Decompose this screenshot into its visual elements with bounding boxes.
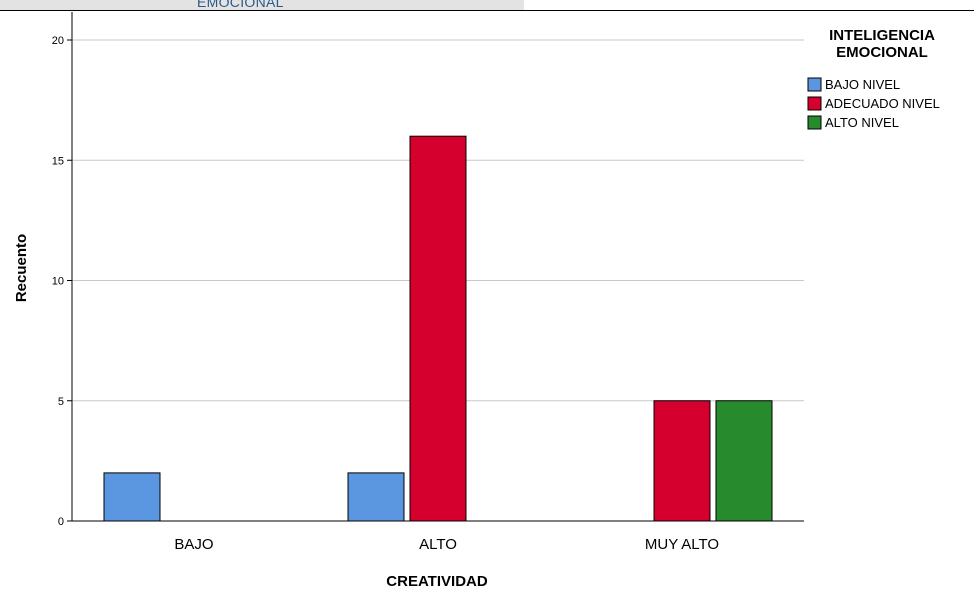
legend-swatch [807, 96, 822, 111]
y-axis-title: Recuento [13, 234, 30, 302]
x-tick-label: ALTO [419, 536, 457, 553]
legend: BAJO NIVEL ADECUADO NIVEL ALTO NIVEL [807, 77, 940, 130]
legend-title-line1: INTELIGENCIA [829, 27, 935, 44]
x-tick-labels: BAJO ALTO MUY ALTO [174, 536, 719, 553]
y-tick-labels: 0 5 10 15 20 [52, 35, 72, 528]
legend-swatch [807, 77, 822, 92]
legend-label: BAJO NIVEL [825, 77, 900, 92]
bar-alto-adecuado-nivel [409, 135, 467, 522]
x-tick-label: BAJO [174, 536, 213, 553]
x-tick-label: MUY ALTO [645, 536, 719, 553]
bar-muy-alto-adecuado-nivel [653, 400, 711, 522]
legend-label: ADECUADO NIVEL [825, 96, 940, 111]
y-tick-label: 5 [58, 396, 64, 408]
y-tick-label: 0 [58, 516, 64, 528]
bar-bajo-bajo-nivel [103, 472, 161, 522]
bar-muy-alto-alto-nivel [715, 400, 773, 522]
top-border-line [0, 10, 974, 11]
legend-title-line2: EMOCIONAL [836, 44, 928, 61]
y-tick-label: 15 [52, 155, 64, 167]
x-axis-title: CREATIVIDAD [386, 573, 488, 590]
legend-label: ALTO NIVEL [825, 115, 899, 130]
bars [103, 135, 773, 522]
y-tick-label: 20 [52, 35, 64, 47]
legend-swatch [807, 115, 822, 130]
partial-chart-title-strip: EMOCIONAL [0, 0, 524, 10]
y-tick-label: 10 [52, 276, 64, 288]
partial-chart-title: EMOCIONAL [197, 0, 284, 10]
bar-alto-bajo-nivel [347, 472, 405, 522]
